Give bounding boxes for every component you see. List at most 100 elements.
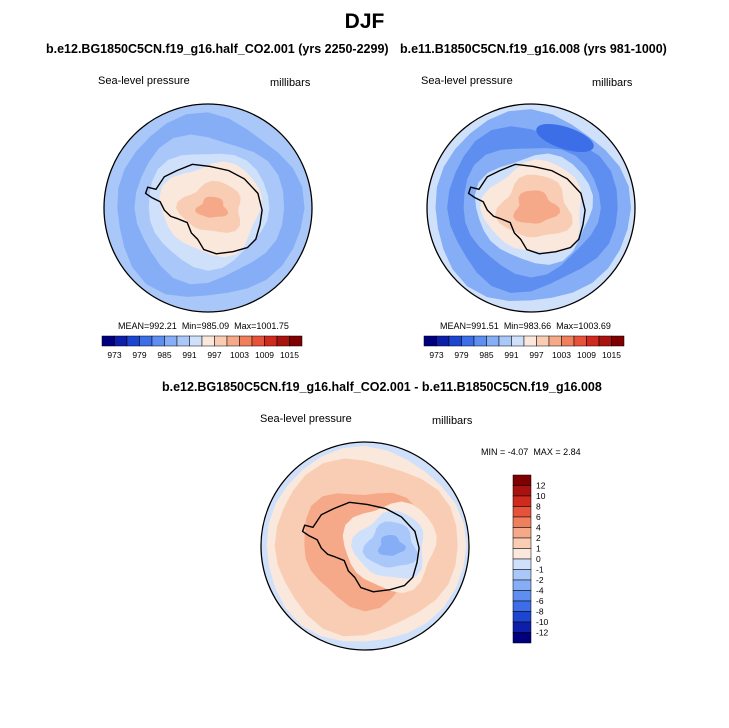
panel-1-variable: Sea-level pressure bbox=[98, 75, 190, 87]
colorbar-3-swatch bbox=[512, 485, 532, 497]
panel-3-title: b.e12.BG1850C5CN.f19_g16.half_CO2.001 - … bbox=[162, 380, 602, 394]
colorbar-3-tick-label: -12 bbox=[536, 628, 549, 638]
colorbar-3-swatch bbox=[512, 474, 532, 486]
colorbar-1-swatch bbox=[126, 335, 140, 347]
colorbar-3-swatch bbox=[512, 632, 532, 644]
colorbar-2-swatch bbox=[611, 335, 625, 347]
colorbar-1-swatch bbox=[164, 335, 178, 347]
colorbar-2-tick-label: 1009 bbox=[577, 350, 596, 360]
panel-1-units: millibars bbox=[270, 77, 311, 89]
colorbar-2-swatch bbox=[561, 335, 575, 347]
colorbar-3-swatch bbox=[512, 506, 532, 518]
colorbar-2-swatch bbox=[473, 335, 487, 347]
colorbar-3-swatch bbox=[512, 590, 532, 602]
colorbar-1-swatch bbox=[139, 335, 153, 347]
colorbar-1-swatch bbox=[101, 335, 115, 347]
colorbar-1-swatch bbox=[226, 335, 240, 347]
colorbar-3-swatch bbox=[512, 558, 532, 570]
colorbar-3-tick-label: 8 bbox=[536, 502, 541, 512]
contour-band-8 bbox=[377, 535, 406, 556]
colorbar-1-swatch bbox=[189, 335, 203, 347]
colorbar-3-swatch bbox=[512, 548, 532, 560]
colorbar-2-tick-label: 997 bbox=[529, 350, 543, 360]
colorbar-2-tick-label: 979 bbox=[454, 350, 468, 360]
colorbar-1-tick-label: 985 bbox=[157, 350, 171, 360]
colorbar-3-tick-label: -4 bbox=[536, 586, 544, 596]
colorbar-2-swatch bbox=[586, 335, 600, 347]
colorbar-3-swatch bbox=[512, 621, 532, 633]
contour-band-7 bbox=[195, 196, 229, 218]
colorbar-2-swatch bbox=[511, 335, 525, 347]
panel-3-variable: Sea-level pressure bbox=[260, 413, 352, 425]
colorbar-2-swatch bbox=[548, 335, 562, 347]
map-boundary bbox=[260, 441, 470, 651]
colorbar-3-swatch bbox=[512, 600, 532, 612]
colorbar-1-swatch bbox=[251, 335, 265, 347]
colorbar-2-tick-label: 1015 bbox=[602, 350, 621, 360]
colorbar-1-swatch bbox=[176, 335, 190, 347]
colorbar-2-tick-label: 985 bbox=[479, 350, 493, 360]
colorbar-2-swatch bbox=[448, 335, 462, 347]
map-panel-2 bbox=[426, 103, 636, 313]
colorbar-1-swatch bbox=[264, 335, 278, 347]
panel-2-variable: Sea-level pressure bbox=[421, 75, 513, 87]
antarctica-coastline bbox=[144, 163, 263, 255]
colorbar-3-tick-label: 0 bbox=[536, 554, 541, 564]
colorbar-1-tick-label: 1015 bbox=[280, 350, 299, 360]
colorbar-2-swatch bbox=[598, 335, 612, 347]
map-fill-3 bbox=[261, 442, 469, 650]
colorbar-1-swatch bbox=[201, 335, 215, 347]
colorbar-3-swatch bbox=[512, 495, 532, 507]
colorbar-3-tick-label: 10 bbox=[536, 491, 546, 501]
colorbar-1-swatch bbox=[239, 335, 253, 347]
colorbar-2-swatch bbox=[486, 335, 500, 347]
colorbar-2-tick-label: 1003 bbox=[552, 350, 571, 360]
map-boundary bbox=[103, 103, 313, 313]
colorbar-3-swatch bbox=[512, 579, 532, 591]
antarctica-coastline bbox=[301, 501, 420, 593]
colorbar-2-swatch bbox=[423, 335, 437, 347]
colorbar-1-tick-label: 979 bbox=[132, 350, 146, 360]
colorbar-3-swatch bbox=[512, 516, 532, 528]
map-boundary bbox=[426, 103, 636, 313]
colorbar-1-swatch bbox=[214, 335, 228, 347]
colorbar-3-tick-label: -2 bbox=[536, 575, 544, 585]
panel-3-stats: MIN = -4.07 MAX = 2.84 bbox=[481, 447, 581, 457]
map-fill-1 bbox=[104, 104, 312, 312]
page-title: DJF bbox=[344, 10, 385, 33]
colorbar-2-swatch bbox=[523, 335, 537, 347]
colorbar-3-tick-label: -8 bbox=[536, 607, 544, 617]
panel-1-stats: MEAN=992.21 Min=985.09 Max=1001.75 bbox=[118, 321, 289, 331]
colorbar-1-tick-label: 1003 bbox=[230, 350, 249, 360]
colorbar-3-tick-label: 2 bbox=[536, 533, 541, 543]
colorbar-1-tick-label: 997 bbox=[207, 350, 221, 360]
colorbar-3-tick-label: -10 bbox=[536, 617, 549, 627]
antarctica-coastline bbox=[467, 163, 586, 255]
panel-1-title: b.e12.BG1850C5CN.f19_g16.half_CO2.001 (y… bbox=[46, 42, 389, 56]
low-pressure-cell bbox=[536, 124, 594, 152]
panel-2-title: b.e11.B1850C5CN.f19_g16.008 (yrs 981-100… bbox=[400, 42, 667, 56]
colorbar-3-swatch bbox=[512, 527, 532, 539]
colorbar-3-tick-label: 12 bbox=[536, 481, 546, 491]
colorbar-1-tick-label: 991 bbox=[182, 350, 196, 360]
colorbar-2-swatch bbox=[536, 335, 550, 347]
colorbar-3-tick-label: 6 bbox=[536, 512, 541, 522]
colorbar-1-swatch bbox=[289, 335, 303, 347]
map-panel-1 bbox=[103, 103, 313, 313]
colorbar-1-swatch bbox=[151, 335, 165, 347]
colorbar-1-swatch bbox=[114, 335, 128, 347]
panel-2-units: millibars bbox=[592, 77, 633, 89]
colorbar-3-swatch bbox=[512, 569, 532, 581]
colorbar-3-swatch bbox=[512, 537, 532, 549]
colorbar-1-swatch bbox=[276, 335, 290, 347]
colorbar-3-swatch bbox=[512, 611, 532, 623]
colorbar-3-tick-label: -1 bbox=[536, 565, 544, 575]
colorbars: 973 979 985 991 997 1003 1009 1015 973 979 985 991 9… bbox=[101, 335, 625, 644]
contour-band-8 bbox=[513, 190, 561, 224]
map-panel-3 bbox=[260, 441, 470, 651]
colorbar-2-swatch bbox=[573, 335, 587, 347]
colorbar-3-tick-label: 1 bbox=[536, 544, 541, 554]
colorbar-2-tick-label: 973 bbox=[429, 350, 443, 360]
colorbar-3-tick-label: 4 bbox=[536, 523, 541, 533]
